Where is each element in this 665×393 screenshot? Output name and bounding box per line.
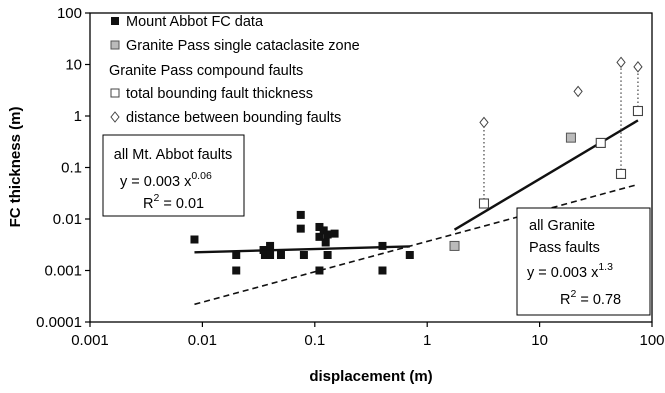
fit-line <box>194 183 639 306</box>
mt-abbot-r2: R2 = 0.01 <box>143 192 204 212</box>
mt-abbot-fit-annotation: all Mt. Abbot faults y = 0.003 x0.06 R2 … <box>102 134 245 217</box>
data-point-total-thickness <box>595 137 606 148</box>
mt-abbot-equation-base: y = 0.003 x <box>120 174 192 190</box>
mt-abbot-r2-label: R <box>143 196 153 212</box>
data-point-mount-abbot <box>296 210 305 219</box>
y-tick-label: 1 <box>74 108 82 125</box>
mt-abbot-equation-exponent: 0.06 <box>191 170 212 182</box>
x-tick-label: 0.001 <box>71 332 109 349</box>
y-tick-label: 0.0001 <box>36 314 82 331</box>
x-tick-label: 100 <box>639 332 664 349</box>
data-points <box>190 56 644 275</box>
y-tick-label: 100 <box>57 5 82 22</box>
data-point-distance <box>633 61 643 73</box>
data-point-mount-abbot <box>299 250 308 259</box>
legend-label-distance: distance between bounding faults <box>126 110 341 126</box>
data-point-granite-pass-single <box>449 240 460 251</box>
granite-pass-annotation-box <box>516 207 651 316</box>
mt-abbot-equation: y = 0.003 x0.06 <box>120 170 212 190</box>
y-tick-label: 0.01 <box>53 211 82 228</box>
data-point-mount-abbot <box>315 232 324 241</box>
mt-abbot-r2-value: = 0.01 <box>159 196 204 212</box>
granite-pass-annotation-title-line2: Pass faults <box>529 240 600 256</box>
fit-line <box>453 119 639 231</box>
mt-abbot-annotation-title: all Mt. Abbot faults <box>114 147 232 163</box>
granite-pass-r2-label: R <box>560 292 570 308</box>
data-point-mount-abbot <box>323 250 332 259</box>
y-tick-label: 0.1 <box>61 160 82 177</box>
y-tick-label: 0.001 <box>44 263 82 280</box>
connector-lines <box>483 62 639 204</box>
legend-marker-mount-abbot <box>111 17 119 25</box>
x-axis-title: displacement (m) <box>309 368 432 385</box>
legend-marker-granite-pass-single <box>110 40 120 50</box>
data-point-granite-pass-single <box>565 132 576 143</box>
legend-marker-distance <box>110 111 120 123</box>
fit-line <box>194 245 410 254</box>
data-point-mount-abbot <box>378 241 387 250</box>
data-point-distance <box>616 56 626 69</box>
granite-pass-r2: R2 = 0.78 <box>560 288 621 308</box>
data-point-mount-abbot <box>266 250 275 259</box>
data-point-mount-abbot <box>259 246 268 255</box>
data-point-mount-abbot <box>190 235 199 244</box>
legend-label-mount-abbot: Mount Abbot FC data <box>126 14 264 30</box>
fit-lines <box>194 119 639 306</box>
x-tick-label: 10 <box>531 332 548 349</box>
data-point-mount-abbot <box>323 230 332 239</box>
legend-label-granite-pass-single: Granite Pass single cataclasite zone <box>126 38 360 54</box>
granite-pass-annotation-title-line1: all Granite <box>529 218 595 234</box>
x-tick-label: 0.1 <box>304 332 325 349</box>
data-point-distance <box>479 116 489 129</box>
legend-label-granite-pass-compound: Granite Pass compound faults <box>109 63 303 79</box>
data-point-mount-abbot <box>260 250 269 259</box>
granite-pass-equation-base: y = 0.003 x <box>527 265 599 281</box>
legend-label-total-thickness: total bounding fault thickness <box>126 86 313 102</box>
x-tick-label: 0.01 <box>188 332 217 349</box>
mt-abbot-r2-superscript: 2 <box>153 192 159 204</box>
data-point-mount-abbot <box>276 250 285 259</box>
y-axis-title: FC thickness (m) <box>7 107 24 228</box>
granite-pass-equation-exponent: 1.3 <box>598 261 613 273</box>
data-point-mount-abbot <box>315 222 324 231</box>
data-point-mount-abbot <box>266 241 275 250</box>
data-point-mount-abbot <box>378 266 387 275</box>
data-point-mount-abbot <box>232 266 241 275</box>
y-tick-label: 10 <box>65 57 82 74</box>
mt-abbot-annotation-box <box>102 134 245 217</box>
granite-pass-r2-superscript: 2 <box>570 288 576 300</box>
granite-pass-r2-value: = 0.78 <box>576 292 621 308</box>
data-point-total-thickness <box>615 168 627 179</box>
data-point-total-thickness <box>478 198 490 209</box>
data-point-mount-abbot <box>315 266 324 275</box>
data-point-distance <box>573 85 583 98</box>
y-axis: 0.0001 0.001 0.01 0.1 1 10 100 <box>36 5 90 331</box>
data-point-mount-abbot <box>296 224 305 233</box>
data-point-mount-abbot <box>321 238 330 247</box>
data-point-mount-abbot <box>319 226 328 235</box>
data-point-mount-abbot <box>330 229 339 238</box>
data-point-mount-abbot <box>232 250 241 259</box>
granite-pass-fit-annotation: all Granite Pass faults y = 0.003 x1.3 R… <box>516 207 651 316</box>
x-tick-label: 1 <box>423 332 431 349</box>
x-axis: 0.001 0.01 0.1 1 10 100 <box>71 322 665 349</box>
granite-pass-equation: y = 0.003 x1.3 <box>527 261 613 281</box>
legend: Mount Abbot FC data Granite Pass single … <box>109 14 360 126</box>
data-point-mount-abbot <box>405 250 414 259</box>
legend-marker-total-thickness <box>110 88 120 98</box>
data-point-total-thickness <box>632 105 644 117</box>
